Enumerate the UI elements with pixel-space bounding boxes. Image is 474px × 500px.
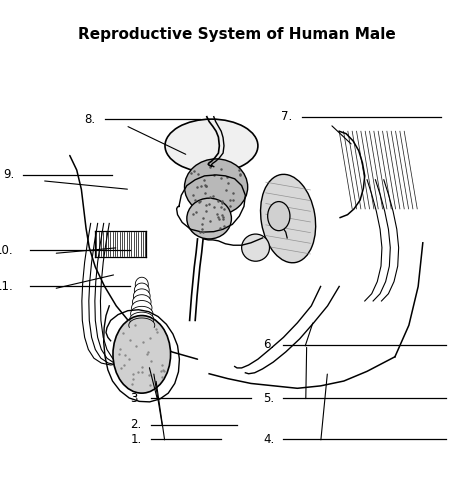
Text: 1.: 1. — [130, 432, 142, 446]
Ellipse shape — [268, 202, 290, 230]
Text: 9.: 9. — [3, 168, 14, 181]
Text: 7.: 7. — [282, 110, 293, 123]
Ellipse shape — [261, 174, 316, 263]
Text: 4.: 4. — [263, 432, 274, 446]
Ellipse shape — [113, 316, 171, 393]
Text: 11.: 11. — [0, 280, 13, 293]
Ellipse shape — [242, 234, 270, 261]
Text: Reproductive System of Human Male: Reproductive System of Human Male — [78, 27, 396, 42]
Text: 8.: 8. — [84, 112, 95, 126]
Text: 3.: 3. — [131, 392, 142, 404]
Ellipse shape — [165, 119, 258, 172]
Ellipse shape — [187, 198, 231, 239]
Ellipse shape — [184, 159, 248, 215]
Text: 6.: 6. — [263, 338, 274, 351]
Text: 2.: 2. — [130, 418, 142, 431]
Text: 5.: 5. — [263, 392, 274, 404]
Text: 10.: 10. — [0, 244, 13, 256]
